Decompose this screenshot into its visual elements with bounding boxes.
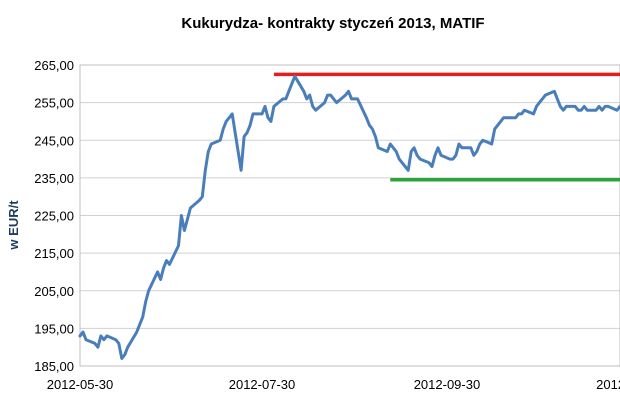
chart-title: Kukurydza- kontrakty styczeń 2013, MATIF <box>181 15 484 32</box>
x-tick-label: 2012-07-30 <box>229 377 296 392</box>
plot-area <box>79 64 620 367</box>
x-tick-label: 2012-09-30 <box>414 377 481 392</box>
y-axis-ticks: 265,00 255,00 245,00 235,00 225,00 215,00 205,… <box>34 58 74 374</box>
y-tick-label: 185,00 <box>34 359 74 374</box>
x-tick-label: 2012-11-30 <box>596 377 620 392</box>
y-tick-label: 215,00 <box>34 246 74 261</box>
x-tick-label: 2012-05-30 <box>47 377 114 392</box>
x-axis-ticks: 2012-05-30 2012-07-30 2012-09-30 2012-11-30 <box>47 377 620 392</box>
y-tick-label: 245,00 <box>34 133 74 148</box>
y-tick-label: 255,00 <box>34 96 74 111</box>
series-group <box>78 74 620 360</box>
gridlines <box>80 64 620 367</box>
reference-lines <box>273 72 620 182</box>
series-line <box>78 74 620 360</box>
y-tick-label: 265,00 <box>34 58 74 73</box>
y-tick-label: 235,00 <box>34 171 74 186</box>
y-axis-label: w EUR/t <box>6 200 21 251</box>
y-tick-label: 195,00 <box>34 321 74 336</box>
y-tick-label: 225,00 <box>34 209 74 224</box>
y-tick-label: 205,00 <box>34 284 74 299</box>
